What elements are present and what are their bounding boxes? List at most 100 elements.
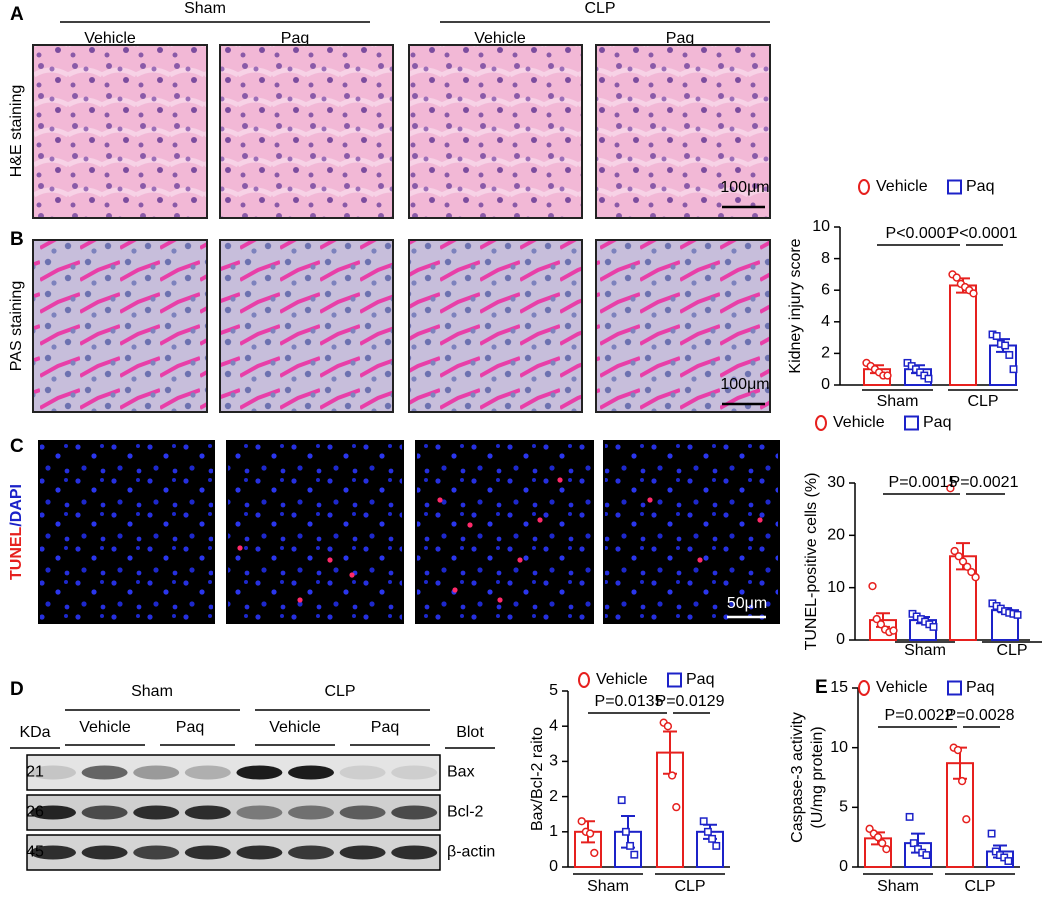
data-point [621, 827, 630, 836]
row-label-part: TUNEL [8, 526, 25, 580]
y-tick-label: 2 [821, 345, 830, 362]
panel-label: C [10, 436, 24, 457]
data-point [962, 815, 971, 824]
data-point [922, 851, 931, 860]
legend-symbol [815, 415, 827, 431]
y-tick-label: 10 [827, 579, 845, 596]
data-point [699, 817, 708, 826]
micrograph [219, 44, 394, 219]
blot-band [288, 805, 334, 820]
data-point [950, 546, 959, 556]
data-point [1004, 857, 1013, 865]
blot-band [184, 765, 231, 780]
tunel-dot [437, 497, 443, 503]
data-point [868, 581, 877, 591]
p-value: P=0.0135 [595, 693, 664, 710]
blot-subgroup: Paq [176, 719, 204, 736]
blot-band [30, 765, 76, 780]
tunel-dot [647, 497, 653, 503]
data-point [667, 771, 677, 780]
x-group-label: Sham [877, 878, 919, 895]
blot-band [288, 845, 334, 860]
legend-symbol [667, 672, 682, 688]
data-point [1005, 351, 1014, 359]
x-group-label: Sham [587, 878, 629, 895]
kda-value: 26 [26, 804, 44, 821]
row-label: PAS staining [8, 281, 25, 371]
p-value: P=0.0021 [950, 474, 1019, 491]
data-point [952, 273, 961, 282]
blot-band [236, 845, 283, 860]
subgroup-label: Paq [281, 30, 309, 47]
tunel-dot [497, 597, 503, 603]
kda-header: KDa [19, 724, 50, 741]
subgroup-label: Paq [666, 30, 694, 47]
data-point [987, 829, 996, 838]
p-value: P<0.0001 [886, 225, 955, 242]
micrograph [32, 239, 208, 413]
data-point [590, 848, 599, 858]
micrograph [219, 239, 394, 413]
row-label-part: H&E staining [8, 85, 25, 178]
data-point [1001, 341, 1010, 350]
data-point [630, 850, 639, 859]
y-tick-label: 0 [821, 376, 830, 393]
tunel-dot [237, 545, 243, 551]
blot-band [133, 845, 180, 860]
y-tick-label: 30 [827, 474, 845, 491]
blot-band [236, 765, 283, 780]
x-group-label: Sham [904, 642, 946, 659]
p-value: P=0.0028 [946, 707, 1015, 724]
blot-name: β-actin [447, 844, 495, 861]
x-group-label: Sham [877, 393, 919, 410]
data-point [708, 834, 717, 843]
legend-label: Paq [966, 679, 994, 696]
y-tick-label: 2 [549, 788, 558, 805]
blot-band [288, 765, 334, 780]
y-tick-label: 10 [830, 739, 848, 756]
legend-label: Vehicle [876, 679, 928, 696]
y-axis-label: TUNEL-positive cells (%) [803, 473, 820, 651]
tunel-dot [697, 557, 703, 563]
data-point [971, 573, 980, 582]
data-point [946, 484, 955, 493]
micrograph [603, 440, 780, 624]
micrograph [32, 44, 208, 219]
y-tick-label: 10 [812, 218, 830, 235]
data-point [617, 796, 626, 805]
blot-band [339, 805, 386, 820]
scale-bar-label: 100μm [720, 376, 769, 393]
tunel-dot [327, 557, 333, 563]
blot-band [339, 765, 386, 780]
blot-band [30, 805, 76, 820]
panel-label: A [10, 4, 24, 25]
subgroup-label: Vehicle [474, 30, 526, 47]
data-point [873, 833, 883, 842]
blot-band [81, 805, 128, 820]
y-axis-label: Bax/Bcl-2 raito [529, 727, 546, 831]
data-point [577, 817, 586, 826]
scale-bar-label: 100μm [720, 179, 769, 196]
legend-label: Paq [923, 414, 951, 431]
legend-symbol [904, 415, 919, 431]
y-tick-label: 8 [821, 250, 830, 267]
y-tick-label: 4 [821, 313, 830, 330]
data-point [953, 745, 963, 755]
data-point [663, 722, 673, 731]
scale-bar-label: 50μm [727, 595, 767, 612]
panel-label: B [10, 229, 24, 250]
blot-subgroup: Paq [371, 719, 399, 736]
tunel-dot [757, 517, 763, 523]
data-point [969, 289, 978, 298]
row-label-part: PAS staining [8, 281, 25, 371]
data-point [672, 803, 681, 812]
y-tick-label: 15 [830, 679, 848, 696]
y-tick-label: 4 [549, 717, 558, 734]
blot-subgroup: Vehicle [79, 719, 131, 736]
blot-band [81, 845, 128, 860]
blot-band [391, 805, 438, 820]
blot-subgroup: Vehicle [269, 719, 321, 736]
blot-band [391, 845, 438, 860]
